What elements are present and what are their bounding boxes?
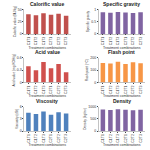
svg-text:C1T3: C1T3 bbox=[116, 134, 120, 143]
svg-text:0: 0 bbox=[94, 129, 96, 133]
svg-text:0: 0 bbox=[20, 32, 22, 36]
svg-text:1000: 1000 bbox=[88, 105, 96, 109]
svg-text:C1T2: C1T2 bbox=[34, 37, 38, 46]
svg-text:Treatment combinations: Treatment combinations bbox=[29, 94, 67, 98]
svg-text:C1T2: C1T2 bbox=[34, 134, 38, 143]
svg-text:C2T1: C2T1 bbox=[124, 37, 128, 46]
svg-text:C2T2: C2T2 bbox=[131, 37, 135, 46]
svg-text:C2T1: C2T1 bbox=[124, 85, 128, 94]
svg-text:Treatment combinations: Treatment combinations bbox=[29, 143, 67, 147]
svg-text:0: 0 bbox=[20, 129, 22, 133]
svg-text:C1T1: C1T1 bbox=[101, 37, 105, 46]
svg-text:C2T3: C2T3 bbox=[139, 85, 143, 94]
svg-text:C1T3: C1T3 bbox=[116, 85, 120, 94]
svg-text:0.3: 0.3 bbox=[17, 68, 22, 72]
svg-text:C1T1: C1T1 bbox=[27, 85, 31, 94]
svg-text:6: 6 bbox=[20, 105, 22, 109]
svg-text:Acid value (mg KOH/g): Acid value (mg KOH/g) bbox=[12, 54, 16, 87]
svg-text:200: 200 bbox=[90, 56, 96, 60]
svg-text:3: 3 bbox=[20, 117, 22, 121]
svg-text:C2T3: C2T3 bbox=[139, 37, 143, 46]
svg-text:C2T3: C2T3 bbox=[139, 134, 143, 143]
svg-text:0: 0 bbox=[94, 32, 96, 36]
svg-text:C2T2: C2T2 bbox=[131, 134, 135, 143]
svg-text:C2T3: C2T3 bbox=[64, 134, 68, 143]
svg-text:Calorific value: Calorific value bbox=[30, 1, 64, 7]
svg-text:C2T3: C2T3 bbox=[64, 37, 68, 46]
svg-text:Density (kg/m³): Density (kg/m³) bbox=[83, 108, 87, 130]
svg-text:C1T2: C1T2 bbox=[109, 85, 113, 94]
svg-text:0.5: 0.5 bbox=[91, 20, 96, 24]
svg-text:0: 0 bbox=[20, 81, 22, 85]
svg-text:Treatment combinations: Treatment combinations bbox=[29, 46, 67, 50]
svg-text:C1T2: C1T2 bbox=[109, 37, 113, 46]
svg-text:Acid value: Acid value bbox=[35, 49, 60, 55]
svg-text:Flash point (°C): Flash point (°C) bbox=[85, 59, 89, 81]
svg-text:C2T1: C2T1 bbox=[49, 134, 53, 143]
svg-text:C1T3: C1T3 bbox=[42, 134, 46, 143]
svg-text:C1T2: C1T2 bbox=[34, 85, 38, 94]
svg-text:C2T2: C2T2 bbox=[57, 37, 61, 46]
svg-text:Treatment combinations: Treatment combinations bbox=[103, 143, 141, 147]
svg-text:Specific gravity: Specific gravity bbox=[103, 1, 140, 7]
svg-text:Viscosity: Viscosity bbox=[36, 98, 58, 104]
svg-text:C1T1: C1T1 bbox=[27, 37, 31, 46]
svg-text:C1T3: C1T3 bbox=[116, 37, 120, 46]
svg-text:1: 1 bbox=[94, 8, 96, 12]
svg-text:C1T1: C1T1 bbox=[101, 85, 105, 94]
svg-text:C2T1: C2T1 bbox=[49, 37, 53, 46]
svg-text:Calorific value (MJ/kg): Calorific value (MJ/kg) bbox=[13, 6, 17, 38]
svg-text:C1T3: C1T3 bbox=[42, 85, 46, 94]
svg-text:Treatment combinations: Treatment combinations bbox=[103, 94, 141, 98]
svg-text:50: 50 bbox=[18, 8, 22, 12]
svg-text:C1T1: C1T1 bbox=[27, 134, 31, 143]
svg-text:C2T2: C2T2 bbox=[131, 85, 135, 94]
svg-text:500: 500 bbox=[90, 117, 96, 121]
svg-text:0.6: 0.6 bbox=[17, 56, 22, 60]
svg-text:C2T2: C2T2 bbox=[57, 85, 61, 94]
svg-text:25: 25 bbox=[18, 20, 22, 24]
svg-text:Flash point: Flash point bbox=[108, 49, 135, 55]
svg-text:Viscosity (cSt): Viscosity (cSt) bbox=[15, 109, 19, 129]
svg-text:C1T1: C1T1 bbox=[101, 134, 105, 143]
svg-text:C2T3: C2T3 bbox=[64, 85, 68, 94]
svg-text:C2T1: C2T1 bbox=[49, 85, 53, 94]
svg-text:100: 100 bbox=[90, 68, 96, 72]
svg-text:Specific gravity: Specific gravity bbox=[86, 10, 90, 32]
svg-text:C2T1: C2T1 bbox=[124, 134, 128, 143]
svg-text:0: 0 bbox=[94, 81, 96, 85]
svg-text:Density: Density bbox=[113, 98, 131, 104]
svg-text:C1T2: C1T2 bbox=[109, 134, 113, 143]
svg-text:C2T2: C2T2 bbox=[57, 134, 61, 143]
svg-text:C1T3: C1T3 bbox=[42, 37, 46, 46]
svg-text:Treatment combinations: Treatment combinations bbox=[103, 46, 141, 50]
